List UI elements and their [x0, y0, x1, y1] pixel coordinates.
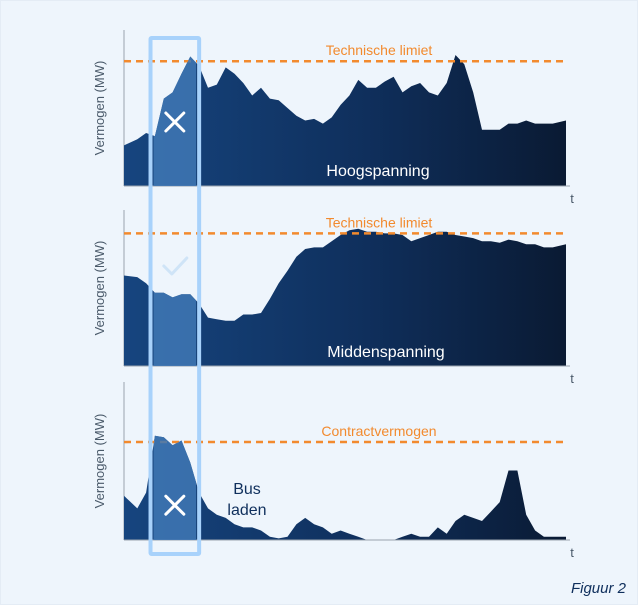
x-axis-label: t: [570, 191, 574, 206]
chart-panel-1: Technische limiet Vermogen (MW) t Hoogspann…: [92, 30, 574, 206]
series-label: Hoogspanning: [326, 163, 429, 180]
chart-panel-2: Technische limiet Vermogen (MW) t Middenspa…: [92, 210, 574, 386]
y-axis-label: Vermogen (MW): [92, 61, 107, 156]
series-label: Middenspanning: [327, 344, 444, 361]
chart-panel-3: Contractvermogen Vermogen (MW) t Bus laden: [92, 382, 574, 560]
y-axis-label: Vermogen (MW): [92, 241, 107, 336]
area-series: [124, 228, 566, 366]
highlight-fill: [153, 435, 197, 540]
y-axis-label: Vermogen (MW): [92, 414, 107, 509]
x-axis-label: t: [570, 371, 574, 386]
x-axis-label: t: [570, 545, 574, 560]
limit-line-label: Technische limiet: [326, 214, 433, 230]
highlight-fill: [153, 55, 197, 186]
highlight-box: [148, 36, 202, 556]
limit-line-label: Technische limiet: [326, 42, 433, 58]
limit-line-label: Contractvermogen: [321, 423, 436, 439]
cross-icon: [164, 494, 186, 516]
series-label-line-2: laden: [227, 502, 266, 519]
figure-label: Figuur 2: [570, 580, 626, 597]
area-series: [124, 55, 566, 186]
cross-icon: [164, 111, 186, 133]
check-icon: [162, 256, 189, 276]
series-label-line-1: Bus: [233, 481, 261, 498]
